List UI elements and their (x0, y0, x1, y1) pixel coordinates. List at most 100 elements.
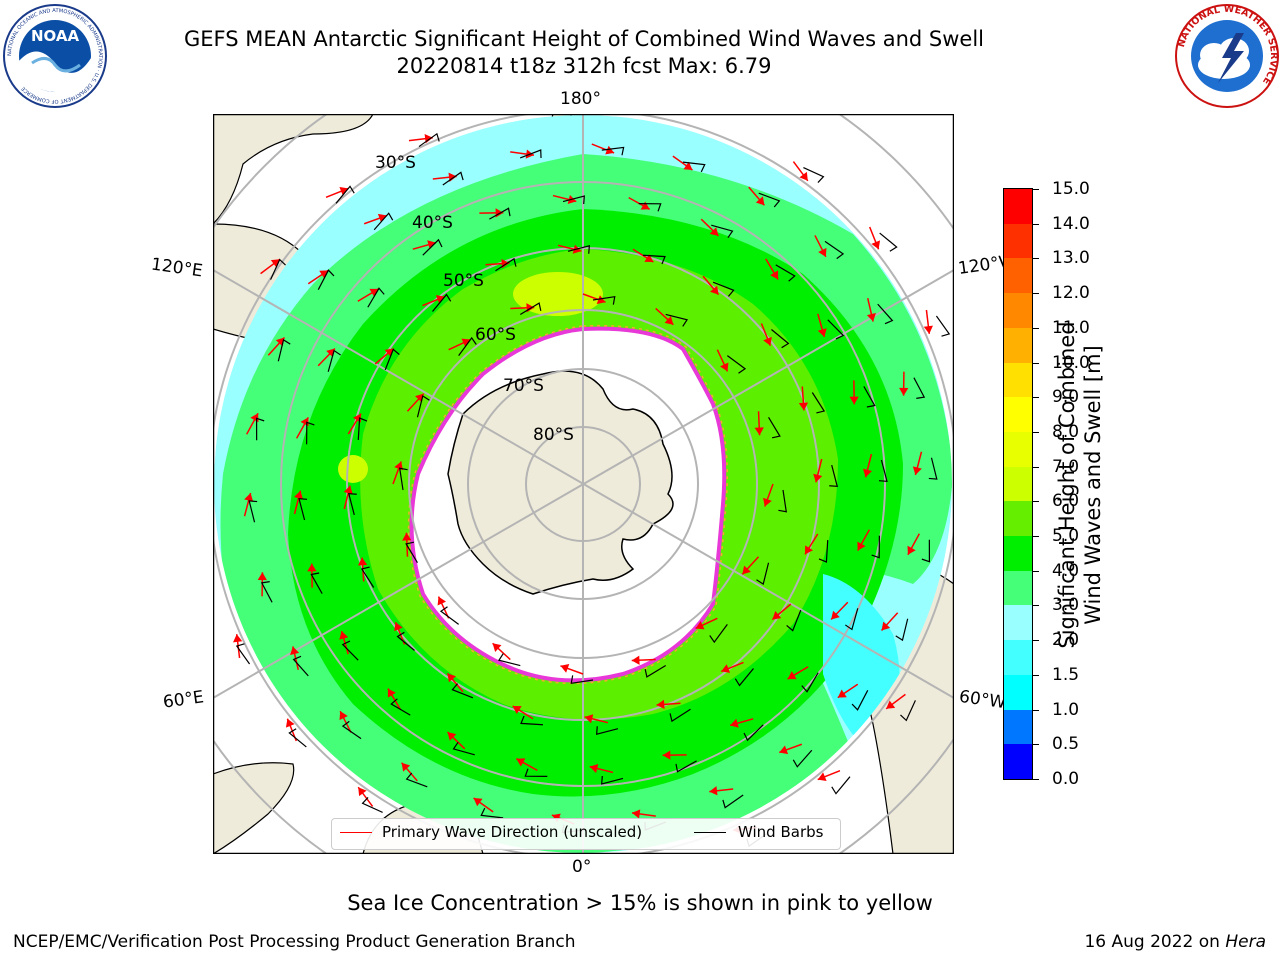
wind-barb (562, 195, 585, 205)
lat-label-50s: 50°S (443, 271, 484, 291)
colorbar-tick-label: 12.0 (1052, 283, 1090, 304)
colorbar-tick-label: 11.0 (1052, 317, 1090, 338)
wind-barb (489, 207, 511, 220)
colorbar-segment (1004, 293, 1032, 328)
colorbar-tick-mark (1033, 501, 1039, 503)
colorbar-tick-label: 6.0 (1052, 491, 1080, 512)
wind-barb (458, 336, 477, 357)
wave-direction-arrowhead (754, 427, 764, 436)
wave-direction-arrowhead (319, 270, 329, 279)
wind-barb (592, 295, 616, 305)
lon-label-120e: 120°E (149, 254, 204, 282)
wave-direction-arrowhead (294, 490, 304, 500)
wave-direction-arrowhead (656, 699, 665, 710)
wave-direction-arrowhead (551, 813, 561, 823)
wind-barb (292, 655, 309, 677)
wave-direction-arrowhead (435, 295, 445, 304)
wind-barb (851, 690, 869, 711)
wind-barb (682, 161, 706, 173)
wave-direction-arrowhead (730, 718, 739, 728)
wave-direction-arrowhead (799, 171, 808, 181)
wind-barb (327, 349, 342, 372)
colorbar-segment (1004, 189, 1032, 224)
wave-direction-arrowhead (907, 545, 916, 555)
wind-barb (520, 715, 544, 726)
colorbar-label: Significant Height of Combined Wind Wave… (1054, 275, 1106, 695)
colorbar-segment (1004, 501, 1032, 537)
lat-label-40s: 40°S (412, 213, 453, 233)
chart-subtitle: 20220814 t18z 312h fcst Max: 6.79 (396, 54, 772, 78)
wind-barb (384, 348, 400, 371)
wind-barb (439, 606, 460, 625)
wave-direction-arrowhead (831, 610, 840, 620)
wave-direction-arrowhead (358, 787, 367, 797)
wind-barb (422, 238, 443, 256)
wind-barb (669, 708, 691, 723)
wind-barb (824, 240, 845, 260)
nws-logo: NATIONAL WEATHER SERVICE (1175, 4, 1279, 108)
wind-barb-legend-line (694, 832, 726, 833)
wind-barb (871, 535, 880, 559)
colorbar-tick-mark (1033, 258, 1039, 260)
sea-ice-note: Sea Ice Concentration > 15% is shown in … (347, 891, 933, 915)
wave-direction-arrowhead (270, 259, 280, 268)
colorbar-segment (1004, 744, 1032, 779)
wind-barb (432, 293, 452, 312)
wave-direction-arrowhead (720, 362, 729, 372)
colorbar-tick-mark (1033, 744, 1039, 746)
wind-barb (829, 464, 839, 488)
wind-barb (567, 244, 591, 254)
wind-barb (452, 741, 475, 756)
wave-direction-arrowhead (402, 532, 412, 541)
colorbar-tick-label: 14.0 (1052, 213, 1090, 234)
colorbar-tick-mark (1033, 293, 1039, 295)
wind-barb (519, 302, 542, 315)
wave-direction-arrowhead (683, 161, 693, 170)
wave-direction-arrowhead (596, 295, 606, 304)
wind-barb (373, 212, 394, 231)
wind-barb (928, 457, 938, 480)
wind-barb (367, 287, 385, 308)
colorbar-tick-label: 2.0 (1052, 630, 1080, 651)
wave-direction-arrowhead (584, 714, 594, 724)
colorbar-tick-mark (1033, 397, 1039, 399)
wave-direction-arrowhead (912, 466, 922, 475)
wave-direction-arrowhead (339, 186, 349, 196)
wave-direction-arrowhead (886, 700, 896, 709)
wind-barb (786, 609, 802, 632)
lat-label-70s: 70°S (503, 376, 544, 396)
wave-direction-arrowhead (763, 497, 772, 507)
wind-barb (811, 392, 826, 414)
lat-label-60s: 60°S (475, 325, 516, 345)
wind-barb (519, 149, 542, 159)
wave-direction-arrowhead (447, 673, 456, 683)
wind-barb (877, 303, 894, 325)
wind-barb (235, 643, 251, 665)
wind-barb (310, 572, 323, 594)
colorbar-tick-label: 0.0 (1052, 769, 1080, 789)
wind-barb (734, 668, 754, 687)
chart-title: GEFS MEAN Antarctic Significant Height o… (183, 27, 985, 51)
wave-direction-arrowhead (710, 285, 719, 295)
wave-direction-arrowhead (394, 622, 403, 632)
wind-barb (277, 338, 291, 362)
colorbar-segment (1004, 536, 1032, 571)
wave-direction-arrowhead (512, 705, 522, 715)
colorbar-segment (1004, 223, 1032, 259)
colorbar-tick-label: 0.5 (1052, 734, 1080, 755)
wave-direction-arrowhead (401, 762, 411, 772)
wind-barb (913, 377, 926, 399)
wind-barb (398, 467, 408, 491)
wind-barb (416, 394, 430, 418)
wave-direction-arrowhead (817, 328, 827, 337)
wind-barb (642, 254, 666, 265)
wave-direction-arrowhead (709, 227, 719, 236)
colorbar-segment (1004, 397, 1032, 432)
wind-barb (921, 539, 931, 563)
wind-barb (260, 581, 273, 603)
wave-direction-arrowhead (804, 545, 814, 555)
wave-direction-arrowhead (233, 634, 243, 643)
wind-barb (480, 807, 504, 819)
lon-label-60e: 60°E (161, 687, 206, 713)
colorbar-tick-mark (1033, 779, 1039, 780)
